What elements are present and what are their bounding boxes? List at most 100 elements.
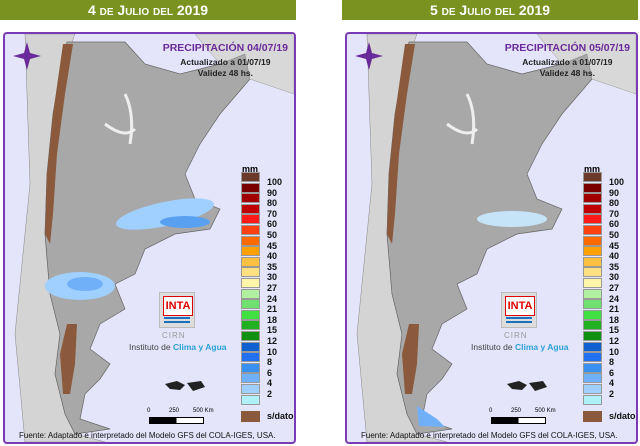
legend-label: 100 [609, 177, 625, 187]
legend-label: 50 [267, 230, 278, 240]
legend-swatch [241, 341, 260, 352]
map-title: PRECIPITACIÓN 05/07/19 [504, 42, 630, 54]
legend-label: 90 [267, 187, 278, 198]
cirn-label: CIRN [162, 331, 186, 340]
legend-label: 70 [609, 208, 620, 219]
relief-highlights [446, 93, 479, 145]
legend-swatch [583, 288, 602, 299]
validity: Validez 48 hs. [197, 68, 253, 78]
legend-swatch [241, 193, 260, 204]
legend-label: 40 [609, 251, 620, 262]
legend-label: 24 [609, 293, 620, 304]
map-title-box: PRECIPITACIÓN 05/07/19 Actualizado a 01/… [505, 42, 630, 79]
legend-swatch [583, 225, 602, 235]
legend-label: 10 [609, 346, 620, 357]
legend-swatch [583, 278, 602, 288]
legend-swatch [241, 394, 260, 405]
rain-area [67, 277, 103, 291]
compass-rose-icon [355, 42, 383, 70]
legend-swatch [241, 182, 260, 193]
legend-label: 15 [267, 325, 278, 336]
updated-date: Actualizado a 01/07/19 [522, 57, 613, 67]
legend-swatch [241, 225, 260, 235]
legend-label: 24 [267, 293, 278, 304]
date-header-2: 5 de Julio del 2019 [342, 0, 638, 20]
legend-label: 50 [609, 230, 620, 240]
legend-label: 90 [609, 187, 620, 198]
compass-rose-icon [13, 42, 41, 70]
no-data-label: s/dato [609, 411, 636, 421]
legend-swatch [241, 172, 260, 182]
malvinas-islands [165, 381, 205, 391]
legend-label: 21 [267, 304, 278, 315]
legend-swatch [583, 193, 602, 204]
inta-brand: INTA [505, 296, 535, 316]
legend-label: 35 [609, 261, 620, 272]
legend-swatch [583, 214, 602, 225]
argentina-map [355, 34, 636, 442]
legend-label: 10 [267, 346, 278, 357]
legend-swatch [241, 299, 260, 310]
rain-area [417, 406, 445, 427]
no-data-swatch [241, 411, 260, 422]
legend-swatch [241, 246, 260, 257]
legend-label: 18 [609, 314, 620, 325]
legend-label: 6 [609, 367, 615, 378]
source-note: Fuente: Adaptado e interpretado del Mode… [19, 431, 276, 440]
legend-label: 30 [609, 272, 620, 283]
legend-swatch [583, 246, 602, 257]
legend-swatch [583, 172, 602, 182]
legend-swatch [241, 362, 260, 373]
legend-swatch [583, 309, 602, 320]
legend-swatch [583, 299, 602, 310]
no-data-swatch [583, 411, 602, 422]
legend-label: 8 [267, 357, 273, 368]
legend-swatch [241, 278, 260, 288]
precipitation-areas [45, 198, 214, 300]
legend-label: 4 [609, 378, 615, 389]
rain-area [116, 198, 214, 230]
legend-label: 12 [267, 336, 278, 346]
legend-swatch [241, 288, 260, 299]
institute-name: Instituto de Clima y Agua [471, 342, 569, 352]
legend-swatch [241, 331, 260, 341]
legend-swatch [583, 341, 602, 352]
legend-label: 80 [609, 198, 620, 209]
precipitation-areas [417, 211, 547, 427]
legend-label: 21 [609, 304, 620, 315]
argentina-map [13, 34, 294, 442]
no-data-patagonia [402, 324, 419, 394]
legend-label: 60 [609, 219, 620, 230]
map-title: PRECIPITACIÓN 04/07/19 [162, 42, 288, 54]
inta-logo: INTA [501, 292, 537, 328]
legend-swatch [241, 235, 260, 246]
legend-label: 8 [609, 357, 615, 368]
institute-name: Instituto de Clima y Agua [129, 342, 227, 352]
neighbor-countries [194, 34, 294, 95]
source-note: Fuente: Adaptado e interpretado del Mode… [361, 431, 618, 440]
legend-swatch [583, 235, 602, 246]
legend-swatch [583, 394, 602, 405]
cirn-label: CIRN [504, 331, 528, 340]
legend-swatch [583, 267, 602, 278]
relief-highlights [104, 93, 137, 145]
legend-label: 40 [267, 251, 278, 262]
legend-swatch [583, 373, 602, 384]
legend-swatch [241, 309, 260, 320]
legend-label: 6 [267, 367, 273, 378]
legend-label: 27 [267, 283, 278, 293]
legend-label: 45 [267, 240, 278, 251]
argentina-territory [386, 41, 593, 435]
legend-label: 2 [267, 389, 273, 399]
legend-swatch [583, 182, 602, 193]
legend-label: 35 [267, 261, 278, 272]
legend-unit: mm [584, 164, 601, 174]
legend-swatch [241, 203, 260, 214]
no-data-label: s/dato [267, 411, 294, 421]
legend-label: 12 [609, 336, 620, 346]
legend-label: 45 [609, 240, 620, 251]
legend-swatch [241, 352, 260, 363]
legend-swatch [241, 384, 260, 394]
legend-label: 27 [609, 283, 620, 293]
malvinas-islands [507, 381, 547, 391]
